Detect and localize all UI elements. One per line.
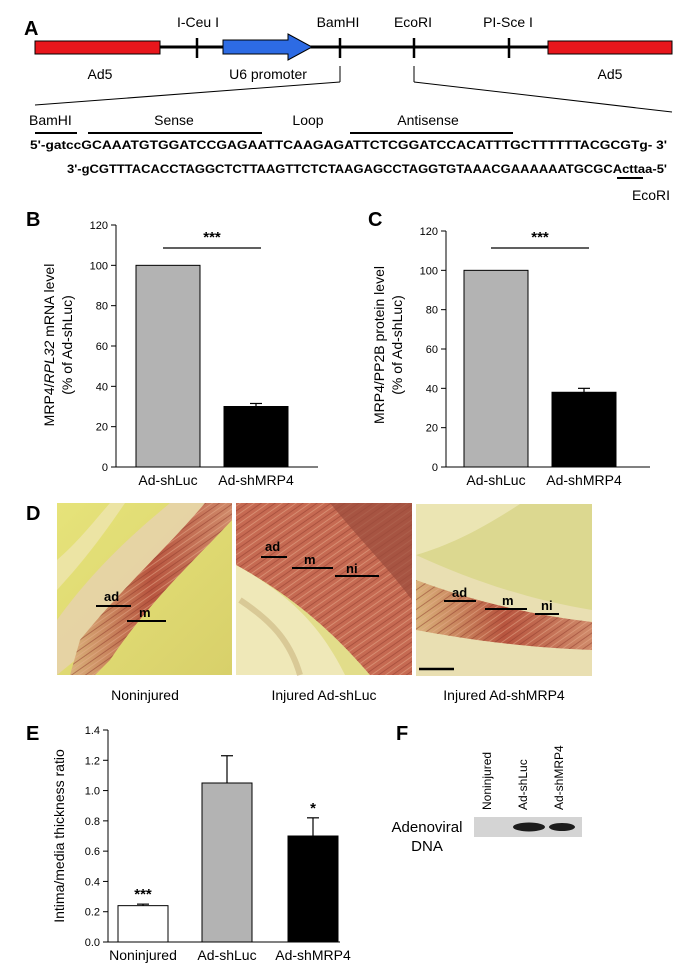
top-strand-sequence: 5'-gatccGCAAATGTGGATCCGAGAATTCAAGAGATTCT… [30, 140, 667, 152]
panel-label-c: C [368, 209, 382, 231]
histology-image-noninjured: ad m [57, 503, 232, 675]
insert-bamhi-label: BamHI [29, 112, 72, 128]
bamhi-site-label: BamHI [317, 14, 360, 30]
y-tick-label: 1.4 [85, 725, 100, 737]
significance-stars: *** [203, 229, 221, 246]
u6-promoter-arrow [222, 33, 314, 61]
ecori-site-label: EcoRI [394, 14, 432, 30]
label-m-3: m [502, 593, 514, 608]
insert-ecori-label: EcoRI [632, 187, 670, 203]
blot-row-label-2: DNA [411, 838, 443, 855]
y-tick-label: 100 [420, 265, 438, 277]
insert-antisense-label: Antisense [397, 112, 459, 128]
u6-promoter-label: U6 promoter [229, 66, 307, 82]
y-tick-label: 0.8 [85, 816, 100, 828]
label-ad-2: ad [265, 539, 280, 554]
label-m-1: m [139, 605, 151, 620]
y-tick-label: 0.6 [85, 846, 100, 858]
y-tick-label: 20 [426, 423, 438, 435]
caption-injured-shluc: Injured Ad-shLuc [271, 687, 376, 703]
histology-image-shmrp4: ad m ni [416, 504, 592, 676]
panel-label-b: B [26, 209, 40, 231]
histology-image-shluc: ad m ni [236, 503, 412, 676]
ad5-left-label: Ad5 [88, 66, 113, 82]
y-tick-label: 100 [90, 260, 108, 272]
panel-label-e: E [26, 723, 39, 745]
bottom-strand-sequence: 3'-gCGTTTACACCTAGGCTCTTAAGTTCTCTAAGAGCCT… [67, 164, 667, 176]
chart-b-ylabel-line1: MRP4/RPL32 mRNA level [41, 264, 57, 427]
chart-e-ylabel: Intima/media thickness ratio [51, 749, 67, 923]
y-tick-label: 0.4 [85, 876, 100, 888]
chart-c-ylabel-line2: (% of Ad-shLuc) [389, 295, 405, 395]
insert-sense-label: Sense [154, 112, 194, 128]
chart-b: 0 20 40 60 80 100 120 Ad-shLuc Ad-shMRP4 *** [90, 220, 318, 488]
bottom-strand-main: 3'-gCGTTTACACCTAGGCTCTTAAGTTCTCTAAGAGCCT… [67, 164, 622, 176]
y-tick-label: 0 [432, 462, 438, 474]
pisce-site-label: PI-Sce I [483, 14, 533, 30]
panel-label-f: F [396, 723, 408, 745]
bar-ad-shluc [135, 264, 201, 468]
chart-b-ylabel-line2: (% of Ad-shLuc) [59, 295, 75, 395]
y-tick-label: 0 [102, 462, 108, 474]
category-label: Noninjured [109, 947, 177, 963]
y-tick-label: 1.2 [85, 755, 100, 767]
ad5-right-label: Ad5 [598, 66, 623, 82]
y-tick-label: 60 [426, 344, 438, 356]
category-label: Ad-shMRP4 [546, 472, 622, 488]
category-label: Ad-shLuc [197, 947, 256, 963]
blot-row-label-1: Adenoviral [392, 819, 463, 836]
y-tick-label: 0.0 [85, 937, 100, 949]
blot-lane-noninjured: Noninjured [480, 752, 494, 810]
zoom-line-right [413, 81, 673, 113]
chart-e: 0.0 0.2 0.4 0.6 0.8 1.0 1.2 1.4 Noninjured *** Ad-… [85, 725, 351, 963]
y-tick-label: 60 [96, 341, 108, 353]
label-ad-3: ad [452, 585, 467, 600]
y-tick-label: 120 [90, 220, 108, 232]
y-tick-label: 20 [96, 422, 108, 434]
insert-loop-label: Loop [292, 112, 323, 128]
blot-band-shluc [513, 822, 545, 832]
ad5-right-segment [547, 40, 673, 55]
y-tick-label: 40 [96, 381, 108, 393]
iceu-site-label: I-Ceu I [177, 14, 219, 30]
chart-c-ylabel-line1: MRP4/PP2B protein level [371, 266, 387, 424]
y-tick-label: 40 [426, 383, 438, 395]
bar-noninjured [117, 905, 169, 943]
significance-stars: *** [531, 229, 549, 246]
panel-label-a: A [24, 18, 38, 40]
bar-ad-shmrp4 [223, 406, 289, 468]
blot-lane-shluc: Ad-shLuc [516, 759, 530, 810]
y-tick-label: 120 [420, 226, 438, 238]
chart-c: 0 20 40 60 80 100 120 Ad-shLuc Ad-shMRP4 *** [420, 226, 650, 488]
significance-mark: * [310, 800, 316, 817]
ecori-overhang: cttaa [622, 164, 653, 176]
bar-ad-shmrp4 [287, 835, 339, 943]
bottom-strand-end: -5' [652, 164, 667, 176]
bar-ad-shmrp4 [551, 391, 617, 468]
blot-band-shmrp4 [549, 823, 575, 831]
category-label: Ad-shMRP4 [218, 472, 294, 488]
label-ad-1: ad [104, 589, 119, 604]
category-label: Ad-shLuc [466, 472, 525, 488]
panel-label-d: D [26, 503, 40, 525]
blot-lane-shmrp4: Ad-shMRP4 [552, 745, 566, 810]
y-tick-label: 80 [96, 301, 108, 313]
y-tick-label: 80 [426, 305, 438, 317]
label-m-2: m [304, 552, 316, 567]
significance-mark: *** [134, 886, 152, 903]
label-ni-2: ni [346, 561, 358, 576]
y-tick-label: 0.2 [85, 907, 100, 919]
caption-injured-shmrp4: Injured Ad-shMRP4 [443, 687, 565, 703]
category-label: Ad-shMRP4 [275, 947, 351, 963]
zoom-line-left [34, 81, 341, 106]
bar-ad-shluc [463, 269, 529, 468]
caption-noninjured: Noninjured [111, 687, 179, 703]
category-label: Ad-shLuc [138, 472, 197, 488]
ad5-left-segment [34, 40, 161, 55]
bar-ad-shluc [201, 782, 253, 943]
y-tick-label: 1.0 [85, 786, 100, 798]
label-ni-3: ni [541, 598, 553, 613]
